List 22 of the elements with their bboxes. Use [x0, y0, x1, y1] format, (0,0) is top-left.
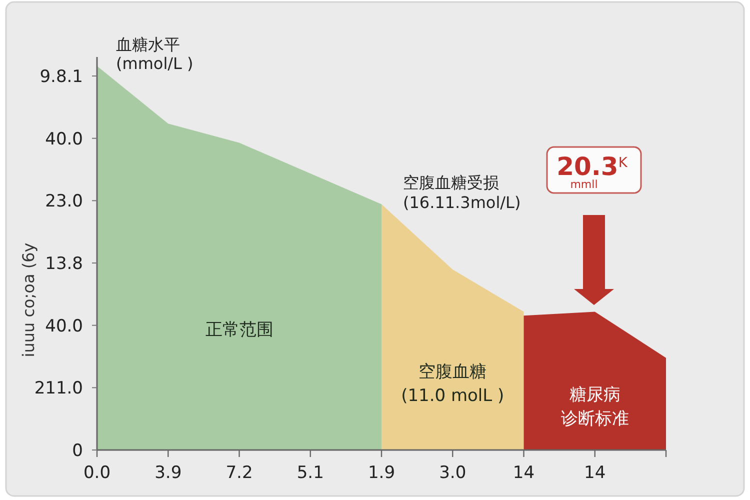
- text: iuuu co;oa (6y: [19, 242, 38, 358]
- x-tick-label: 0.0: [83, 463, 111, 483]
- x-tick-label: 5.1: [296, 463, 324, 483]
- series-label: 空腹血糖 (11.0 molL ): [401, 362, 504, 406]
- x-tick-label: 3.0: [439, 463, 466, 483]
- text: 20.3$^{K}$ mmll: [556, 152, 628, 191]
- text: 0: [72, 440, 83, 461]
- x-tick-label: 3.9: [154, 463, 182, 483]
- text: 40.0: [45, 129, 83, 150]
- text: 13.8: [45, 254, 83, 274]
- x-tick-label: 7.2: [226, 463, 253, 483]
- text: 211.0: [34, 378, 83, 399]
- text: 9.8.1: [40, 66, 83, 87]
- x-tick-label: 14: [584, 463, 606, 483]
- x-tick-label: 14: [512, 463, 535, 483]
- text: 40.0: [45, 316, 83, 336]
- series-label: 糖尿病诊断标准: [560, 384, 629, 429]
- x-tick-label: 1.9: [368, 463, 396, 483]
- text: 23.0: [45, 192, 83, 212]
- y-axis-title: 血糖水平 (mmol/L ): [116, 35, 194, 73]
- series-label: 正常范围: [205, 320, 274, 340]
- annotation: 空腹血糖受损 (16.11.3mol/L): [403, 173, 521, 212]
